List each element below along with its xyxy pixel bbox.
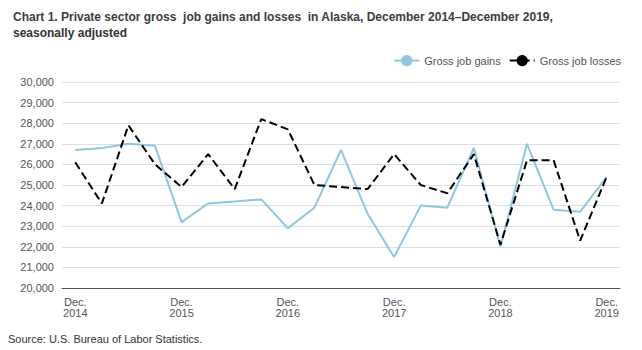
- svg-text:seasonally adjusted: seasonally adjusted: [13, 26, 127, 40]
- svg-text:Dec.: Dec.: [489, 295, 512, 308]
- svg-text:Dec.: Dec.: [276, 295, 300, 308]
- svg-text:2018: 2018: [488, 307, 512, 319]
- svg-text:2017: 2017: [382, 307, 406, 319]
- svg-text:24,000: 24,000: [20, 200, 54, 212]
- svg-text:26,000: 26,000: [20, 158, 54, 170]
- svg-text:2014: 2014: [63, 307, 87, 319]
- svg-text:27,000: 27,000: [20, 138, 54, 150]
- svg-text:21,000: 21,000: [20, 261, 54, 273]
- svg-text:23,000: 23,000: [20, 220, 54, 232]
- svg-text:25,000: 25,000: [20, 179, 54, 191]
- svg-text:22,000: 22,000: [20, 241, 54, 253]
- svg-text:Gross job losses: Gross job losses: [540, 55, 622, 67]
- svg-text:Source: U.S. Bureau of Labor S: Source: U.S. Bureau of Labor Statistics.: [8, 333, 202, 345]
- svg-text:2015: 2015: [169, 307, 193, 319]
- svg-text:29,000: 29,000: [20, 97, 54, 109]
- svg-text:28,000: 28,000: [20, 117, 54, 129]
- svg-text:Chart 1. Private sector gross: Chart 1. Private sector gross job gains …: [13, 10, 553, 24]
- svg-text:30,000: 30,000: [20, 76, 54, 88]
- svg-text:2016: 2016: [276, 307, 300, 319]
- svg-text:20,000: 20,000: [20, 282, 54, 294]
- svg-text:Dec.: Dec.: [170, 295, 193, 308]
- svg-text:Dec.: Dec.: [382, 295, 406, 308]
- svg-text:Dec.: Dec.: [64, 295, 87, 308]
- svg-text:Gross job gains: Gross job gains: [424, 55, 501, 67]
- svg-text:2019: 2019: [594, 307, 618, 319]
- svg-text:Dec.: Dec.: [595, 295, 618, 308]
